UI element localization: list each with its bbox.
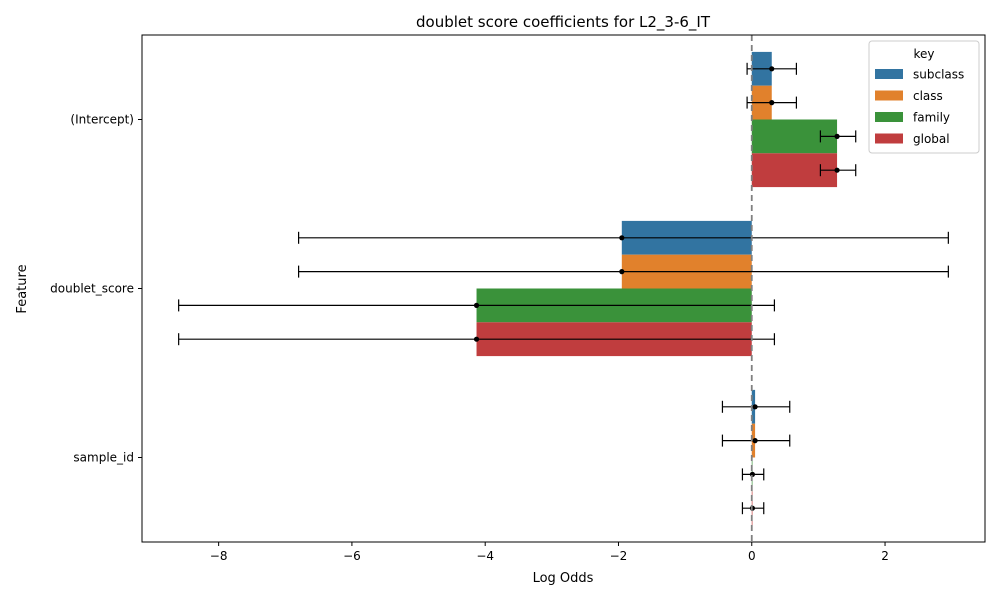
plot-area: −8 −6 −4 −2 0 2 (Intercept) doublet_scoresample… [50, 34, 986, 563]
legend-label-family: family [913, 111, 950, 125]
point-subclass-1 [619, 235, 625, 241]
chart-title: doublet score coefficients for L2_3-6_IT [416, 13, 711, 32]
x-tick-label-2: −4 [476, 549, 494, 563]
legend-swatch-global [875, 133, 903, 144]
x-tick-label-5: 2 [881, 549, 889, 563]
y-tick-label-2: sample_id [73, 451, 134, 465]
point-class-0 [769, 100, 775, 106]
x-tick-label-3: −2 [610, 549, 628, 563]
point-subclass-0 [769, 66, 775, 72]
legend-swatch-class [875, 90, 903, 101]
legend-label-global: global [913, 132, 950, 146]
x-tick-label-0: −8 [210, 549, 228, 563]
x-tick-label-1: −6 [343, 549, 361, 563]
x-axis-title: Log Odds [533, 571, 594, 586]
point-family-1 [473, 302, 480, 308]
legend: key subclass class family global [868, 40, 980, 154]
y-tick-label-0: (Intercept) [70, 113, 134, 127]
x-tick-label-4: 0 [748, 549, 756, 563]
point-class-1 [619, 269, 625, 275]
legend-label-class: class [913, 89, 943, 103]
legend-swatch-family [875, 112, 903, 122]
legend-label-subclass: subclass [913, 68, 964, 82]
legend-title: key [913, 47, 934, 61]
y-axis-title: Feature [15, 264, 30, 313]
point-family-0 [834, 133, 840, 139]
y-tick-label-1: doublet_score [50, 282, 134, 296]
point-class-2 [752, 438, 758, 444]
point-global-0 [834, 167, 840, 173]
point-global-1 [473, 336, 480, 342]
point-subclass-2 [752, 404, 758, 410]
legend-swatch-subclass [875, 69, 903, 79]
